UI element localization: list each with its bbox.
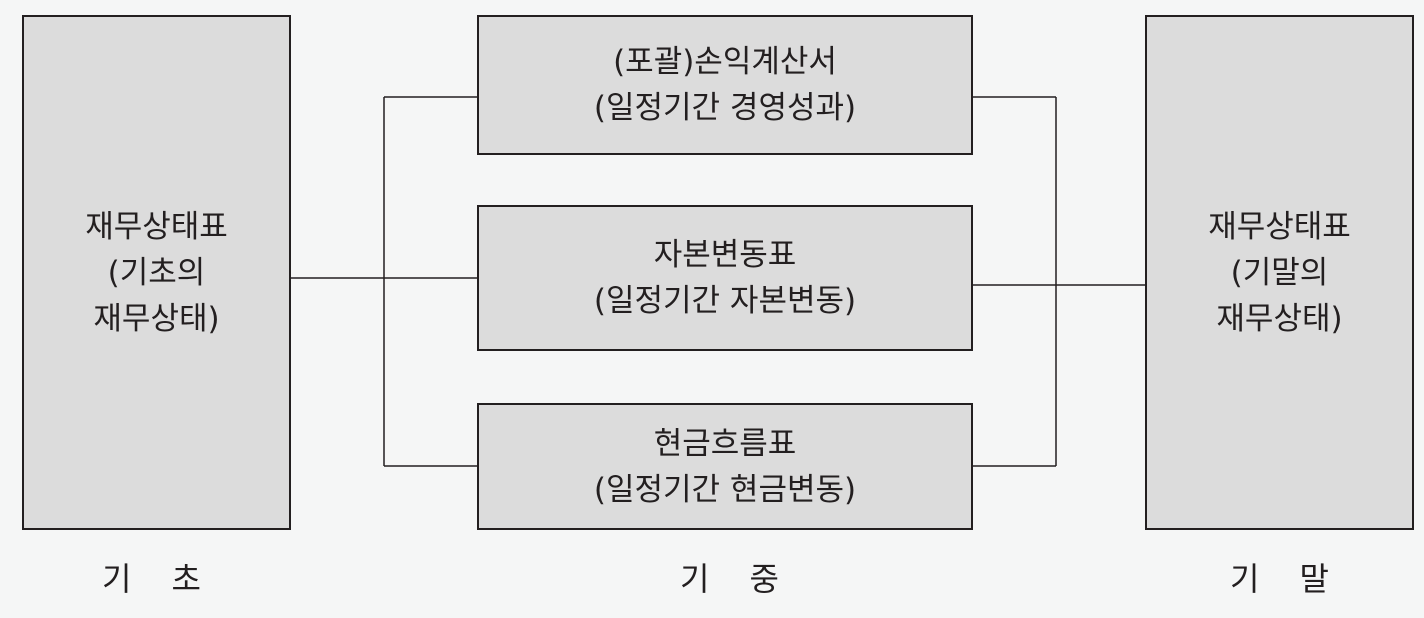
income-statement-box: (포괄)손익계산서 (일정기간 경영성과) — [477, 15, 973, 155]
equity-box-line-2: (일정기간 자본변동) — [593, 283, 857, 319]
cash-box-line-2: (일정기간 현금변동) — [593, 471, 857, 508]
period-label-during-char-2: 중 — [749, 560, 779, 598]
period-label-during-char-1: 기 — [680, 560, 710, 598]
period-label-ending-char-1: 기 — [1230, 560, 1260, 598]
income-box-line-1: (포괄)손익계산서 — [613, 44, 837, 80]
ending-balance-sheet-box: 재무상태표 (기말의 재무상태) — [1145, 15, 1414, 530]
cash-box-line-1: 현금흐름표 — [653, 425, 797, 462]
beginning-balance-sheet-box: 재무상태표 (기초의 재무상태) — [22, 15, 291, 530]
beginning-box-line-1: 재무상태표 — [85, 208, 228, 245]
ending-box-line-1: 재무상태표 — [1208, 208, 1351, 245]
period-label-beginning-char-1: 기 — [102, 560, 132, 598]
beginning-box-line-3: 재무상태) — [93, 300, 220, 337]
income-box-line-2: (일정기간 경영성과) — [593, 90, 857, 126]
equity-changes-box: 자본변동표 (일정기간 자본변동) — [477, 205, 973, 351]
ending-box-line-3: 재무상태) — [1216, 300, 1343, 337]
period-label-beginning-char-2: 초 — [171, 560, 201, 598]
ending-box-line-2: (기말의 — [1230, 254, 1329, 291]
cash-flow-box: 현금흐름표 (일정기간 현금변동) — [477, 403, 973, 530]
period-label-ending-char-2: 말 — [1299, 560, 1329, 598]
beginning-box-line-2: (기초의 — [107, 254, 206, 291]
equity-box-line-1: 자본변동표 — [653, 237, 797, 273]
